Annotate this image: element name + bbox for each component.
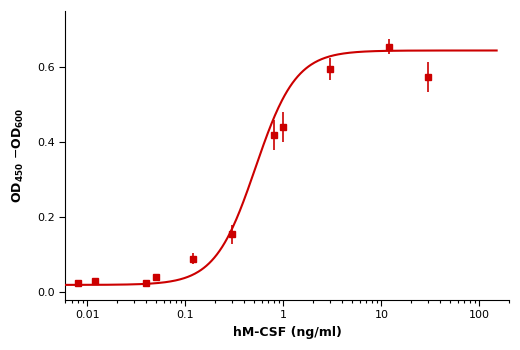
Y-axis label: $\mathregular{OD_{450}}$ $-\mathregular{OD_{600}}$: $\mathregular{OD_{450}}$ $-\mathregular{… (11, 108, 26, 203)
X-axis label: hM-CSF (ng/ml): hM-CSF (ng/ml) (233, 326, 342, 339)
